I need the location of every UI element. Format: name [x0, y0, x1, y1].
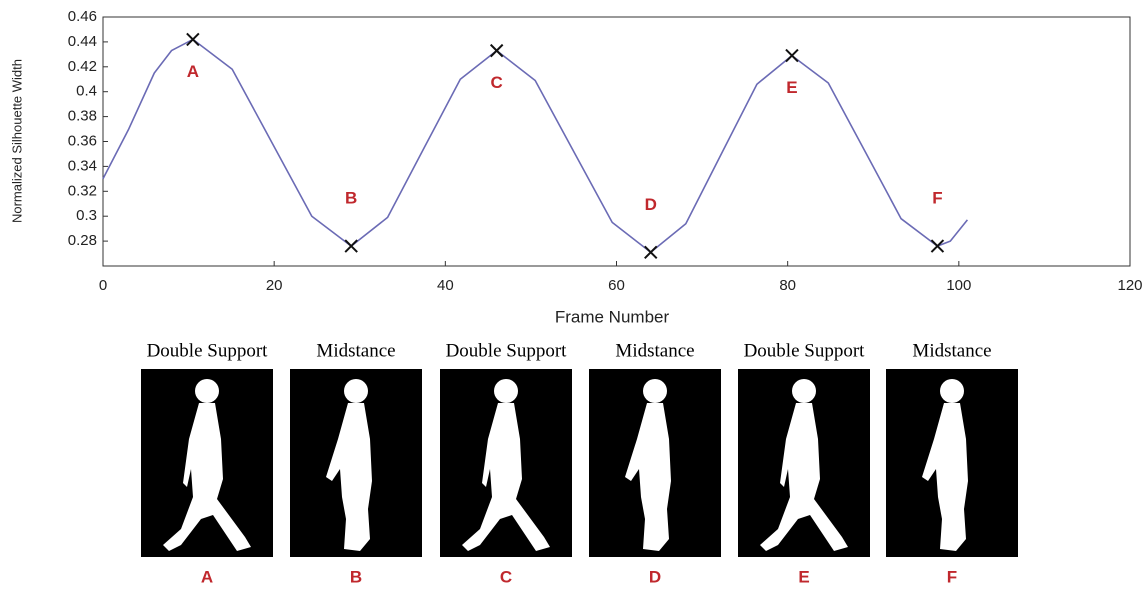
- panel-caption: Double Support: [147, 340, 269, 361]
- x-tick-label: 20: [266, 277, 283, 294]
- y-tick-label: 0.36: [68, 132, 97, 149]
- extremum-label: C: [491, 73, 503, 92]
- data-line: [103, 39, 967, 252]
- y-tick-label: 0.4: [76, 83, 97, 100]
- panel-label: D: [649, 567, 661, 586]
- panel-caption: Midstance: [615, 340, 694, 361]
- extremum-marker: [187, 33, 199, 45]
- extremum-marker: [786, 50, 798, 62]
- x-tick-label: 80: [779, 277, 796, 294]
- y-tick-label: 0.46: [68, 8, 97, 25]
- extremum-marker: [345, 240, 357, 252]
- extremum-label: E: [786, 78, 797, 97]
- panel-caption: Midstance: [316, 340, 395, 361]
- extremum-marker: [491, 45, 503, 57]
- x-tick-label: 40: [437, 277, 454, 294]
- extremum-label: F: [932, 189, 942, 208]
- panel-caption: Double Support: [744, 340, 866, 361]
- y-tick-label: 0.3: [76, 207, 97, 224]
- panel-label: E: [798, 567, 809, 586]
- extremum-label: D: [645, 195, 657, 214]
- panel-label: C: [500, 567, 512, 586]
- x-tick-label: 120: [1117, 277, 1142, 294]
- y-tick-label: 0.44: [68, 33, 97, 50]
- x-axis-label: Frame Number: [555, 307, 670, 326]
- figure: Normalized Silhouette Width Frame Number…: [0, 0, 1146, 592]
- plot-frame: [103, 17, 1130, 266]
- y-tick-label: 0.34: [68, 157, 97, 174]
- x-tick-label: 100: [946, 277, 971, 294]
- extremum-label: A: [187, 62, 199, 81]
- panel-caption: Midstance: [912, 340, 991, 361]
- panel-label: A: [201, 567, 213, 586]
- x-tick-label: 0: [99, 277, 107, 294]
- extremum-marker: [645, 246, 657, 258]
- extremum-marker: [931, 240, 943, 252]
- y-tick-label: 0.42: [68, 58, 97, 75]
- panel-caption: Double Support: [446, 340, 568, 361]
- panel-label: B: [350, 567, 362, 586]
- panel-label: F: [947, 567, 957, 586]
- y-tick-label: 0.28: [68, 232, 97, 249]
- y-axis-label: Normalized Silhouette Width: [9, 59, 24, 223]
- y-tick-label: 0.32: [68, 182, 97, 199]
- extremum-label: B: [345, 189, 357, 208]
- y-tick-label: 0.38: [68, 108, 97, 125]
- x-tick-label: 60: [608, 277, 625, 294]
